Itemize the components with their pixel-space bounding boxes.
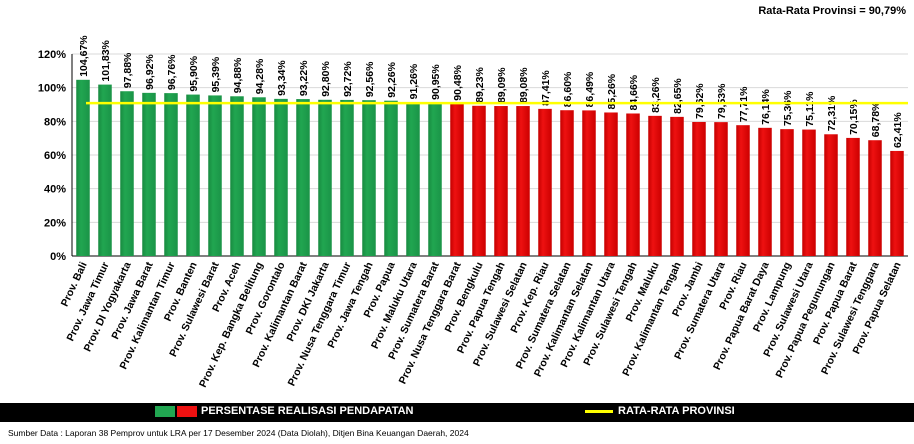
bar	[340, 99, 354, 257]
legend-series-label: PERSENTASE REALISASI PENDAPATAN	[201, 405, 414, 417]
data-label: 75,11%	[804, 91, 816, 127]
data-label: 92,26%	[386, 61, 398, 97]
y-tick-label: 20%	[44, 217, 66, 229]
data-label: 83,26%	[650, 77, 662, 113]
data-label: 96,92%	[144, 54, 156, 90]
bar	[604, 112, 618, 256]
bar	[758, 127, 772, 257]
data-label: 90,48%	[452, 64, 464, 100]
source-note: Sumber Data : Laporan 38 Pemprov untuk L…	[8, 428, 469, 438]
y-tick-label: 0%	[50, 251, 66, 263]
bar	[428, 102, 442, 256]
bar	[780, 129, 794, 256]
data-label: 72,31%	[826, 95, 838, 131]
data-label: 101,83%	[100, 39, 112, 81]
data-label: 84,66%	[628, 74, 640, 110]
bar	[252, 97, 266, 256]
bar	[736, 125, 750, 256]
bar	[714, 122, 728, 256]
y-tick-label: 100%	[38, 83, 66, 95]
data-label: 91,26%	[408, 63, 420, 99]
y-tick-label: 60%	[44, 150, 66, 162]
data-label: 79,62%	[694, 83, 706, 119]
data-label: 79,53%	[716, 83, 728, 119]
bar	[274, 98, 288, 256]
legend-red-swatch	[177, 405, 197, 417]
data-label: 85,26%	[606, 73, 618, 109]
bar	[384, 100, 398, 256]
data-label: 62,41%	[892, 112, 904, 148]
bar	[890, 150, 904, 256]
data-label: 94,28%	[254, 58, 266, 94]
bar	[186, 94, 200, 257]
data-label: 90,95%	[430, 64, 442, 100]
data-label: 82,65%	[672, 78, 684, 114]
y-tick-label: 120%	[38, 49, 66, 61]
bar	[362, 100, 376, 256]
data-label: 93,34%	[276, 60, 288, 96]
data-label: 92,56%	[364, 61, 376, 97]
y-tick-label: 80%	[44, 116, 66, 128]
bar	[626, 113, 640, 256]
data-label: 95,90%	[188, 55, 200, 91]
bar	[296, 99, 310, 256]
data-label: 75,36%	[782, 90, 794, 126]
legend-series: PERSENTASE REALISASI PENDAPATAN	[155, 405, 414, 417]
bar-chart: 0%20%40%60%80%100%120% 104,67%Prov. Bali1…	[38, 35, 908, 389]
data-label: 76,14%	[760, 89, 772, 125]
data-label: 89,23%	[474, 67, 486, 103]
legend-average-label: RATA-RATA PROVINSI	[618, 405, 735, 417]
bar	[450, 103, 464, 256]
data-label: 93,22%	[298, 60, 310, 96]
bar	[846, 137, 860, 256]
data-label: 68,78%	[870, 101, 882, 137]
bar	[692, 121, 706, 257]
legend-average: RATA-RATA PROVINSI	[585, 405, 735, 417]
bar	[494, 106, 508, 256]
data-label: 104,67%	[78, 35, 90, 77]
data-label: 94,88%	[232, 57, 244, 93]
bar	[208, 95, 222, 256]
bar	[802, 129, 816, 256]
data-label: 92,80%	[320, 61, 332, 97]
data-label: 70,15%	[848, 99, 860, 135]
bar	[472, 105, 486, 256]
bar	[538, 108, 552, 256]
data-label: 86,60%	[562, 71, 574, 107]
data-label: 86,49%	[584, 71, 596, 107]
bar	[560, 110, 574, 257]
data-label: 89,08%	[518, 67, 530, 103]
bar	[648, 115, 662, 256]
bar	[406, 102, 420, 256]
bar	[318, 99, 332, 256]
legend-green-swatch	[155, 405, 175, 417]
average-header: Rata-Rata Provinsi = 90,79%	[758, 5, 906, 17]
legend-bar: PERSENTASE REALISASI PENDAPATAN RATA-RAT…	[0, 403, 914, 422]
data-label: 92,72%	[342, 61, 354, 97]
data-label: 89,09%	[496, 67, 508, 103]
bar	[142, 92, 156, 256]
bar	[824, 134, 838, 256]
data-label: 95,39%	[210, 56, 222, 92]
bar	[670, 116, 684, 256]
bar	[76, 79, 90, 256]
data-label: 96,76%	[166, 54, 178, 90]
bar	[230, 96, 244, 256]
legend-average-swatch	[585, 409, 613, 413]
bar	[164, 93, 178, 256]
data-label: 97,88%	[122, 52, 134, 88]
bar	[98, 84, 112, 256]
bar	[516, 106, 530, 256]
y-tick-label: 40%	[44, 184, 66, 196]
bar	[120, 91, 134, 256]
bar	[868, 140, 882, 256]
data-label: 87,41%	[540, 70, 552, 106]
bar	[582, 110, 596, 256]
